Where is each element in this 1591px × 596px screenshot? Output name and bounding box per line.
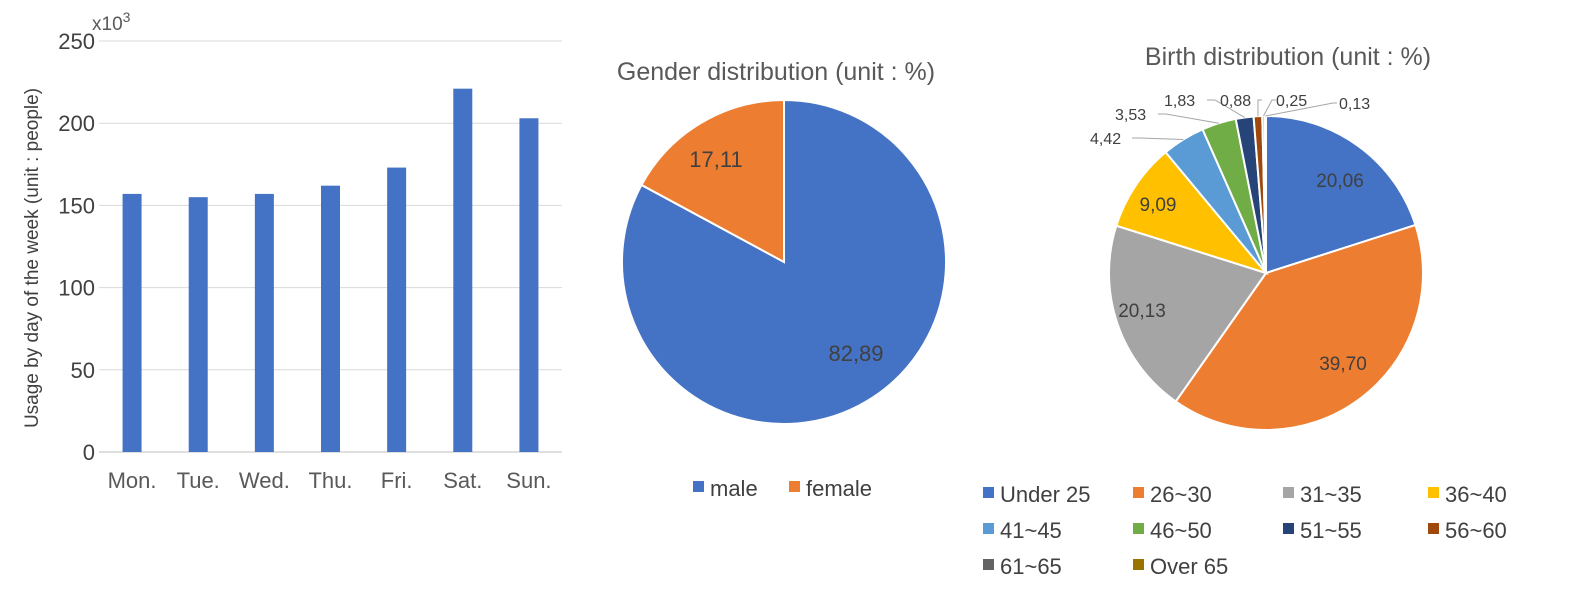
legend-label: male [710, 476, 758, 501]
gender-pie-value-labels: 82,89 17,11 [689, 147, 883, 366]
legend-swatch [1428, 487, 1439, 498]
legend-swatch [983, 559, 994, 570]
pie-value-label: 17,11 [689, 147, 742, 172]
bar-x-tick-labels: Mon. Tue. Wed. Thu. Fri. Sat. Sun. [108, 468, 552, 493]
bar-y-tick-labels: 0 50 100 150 200 250 [58, 29, 95, 465]
legend-label: 41~45 [1000, 518, 1062, 543]
bar-multiplier-label: x103 [92, 9, 131, 35]
birth-pie-slices [1108, 114, 1424, 431]
pie-value-label: 3,53 [1115, 107, 1146, 124]
pie-value-label: 0,88 [1220, 93, 1251, 110]
legend-label: 61~65 [1000, 554, 1062, 579]
bar [122, 193, 142, 452]
bar-series [122, 88, 539, 453]
pie-value-label: 0,13 [1339, 96, 1370, 113]
legend-swatch [1133, 523, 1144, 534]
legend-label: 36~40 [1445, 482, 1507, 507]
pie-value-label: 4,42 [1090, 131, 1121, 148]
leader-line [1265, 102, 1337, 117]
x-tick-label: Sun. [506, 468, 551, 493]
legend-label: Over 65 [1150, 554, 1228, 579]
leader-line [1263, 99, 1276, 117]
bar [387, 167, 407, 452]
leader-line [1257, 99, 1262, 117]
pie-slice [1263, 114, 1267, 274]
y-tick-label: 250 [58, 29, 95, 54]
bar [519, 118, 539, 452]
legend-swatch [1133, 559, 1144, 570]
pie-slice [1115, 150, 1269, 275]
pie-value-label: 82,89 [828, 341, 883, 366]
legend-swatch [1283, 487, 1294, 498]
x-tick-label: Mon. [108, 468, 157, 493]
legend-label: 31~35 [1300, 482, 1362, 507]
bar [254, 193, 274, 452]
x-tick-label: Thu. [308, 468, 352, 493]
legend-swatch [983, 523, 994, 534]
legend-label: 46~50 [1150, 518, 1212, 543]
legend-label: Under 25 [1000, 482, 1091, 507]
pie-slice [1174, 223, 1424, 431]
legend-label: 51~55 [1300, 518, 1362, 543]
y-tick-label: 50 [71, 358, 95, 383]
y-tick-label: 150 [58, 193, 95, 218]
legend-label: female [806, 476, 872, 501]
pie-slice [640, 98, 785, 264]
pie-value-label: 39,70 [1319, 354, 1367, 375]
birth-pie-chart: Birth distribution (unit : %) 20,06 39,70… [983, 43, 1507, 579]
pie-value-label: 20,13 [1118, 301, 1166, 322]
gender-pie-slices [621, 98, 947, 425]
birth-pie-value-labels: 20,06 39,70 20,13 9,09 4,42 3,53 1,83 0,88 0,25 0… [1090, 93, 1370, 375]
leader-line [1132, 137, 1184, 141]
legend-swatch [1283, 523, 1294, 534]
bar [321, 185, 340, 452]
pie-slice [1108, 224, 1268, 403]
legend-swatch [1133, 487, 1144, 498]
gender-pie-chart: Gender distribution (unit : %) 82,89 17,1… [617, 58, 947, 501]
x-tick-label: Wed. [239, 468, 290, 493]
gender-pie-title: Gender distribution (unit : %) [617, 58, 935, 86]
x-tick-label: Sat. [443, 468, 482, 493]
legend-label: 56~60 [1445, 518, 1507, 543]
y-tick-label: 200 [58, 111, 95, 136]
x-tick-label: Fri. [381, 468, 413, 493]
birth-pie-legend: Under 25 26~30 31~35 36~40 41~45 46~50 51~55 56… [983, 482, 1507, 579]
bar-chart: 0 50 100 150 200 250 Mon. Tue. Wed. Thu. Fri. Sat.… [22, 9, 562, 493]
x-tick-label: Tue. [177, 468, 220, 493]
legend-swatch [983, 487, 994, 498]
bar [188, 197, 208, 452]
pie-value-label: 0,25 [1276, 93, 1307, 110]
pie-value-label: 9,09 [1140, 195, 1177, 216]
pie-value-label: 1,83 [1164, 93, 1195, 110]
birth-pie-leader-lines [1132, 99, 1337, 141]
gender-pie-legend: male female [693, 476, 872, 501]
birth-pie-title: Birth distribution (unit : %) [1145, 43, 1431, 71]
pie-slice [1265, 114, 1417, 275]
legend-swatch [789, 481, 800, 492]
legend-label: 26~30 [1150, 482, 1212, 507]
leader-line [1207, 99, 1245, 118]
bar-y-axis-label: Usage by day of the week (unit : people) [22, 88, 43, 428]
y-tick-label: 0 [83, 440, 95, 465]
legend-swatch [693, 481, 704, 492]
bar [453, 88, 473, 453]
legend-swatch [1428, 523, 1439, 534]
leader-line [1158, 113, 1219, 124]
y-tick-label: 100 [58, 276, 95, 301]
pie-value-label: 20,06 [1316, 171, 1364, 192]
